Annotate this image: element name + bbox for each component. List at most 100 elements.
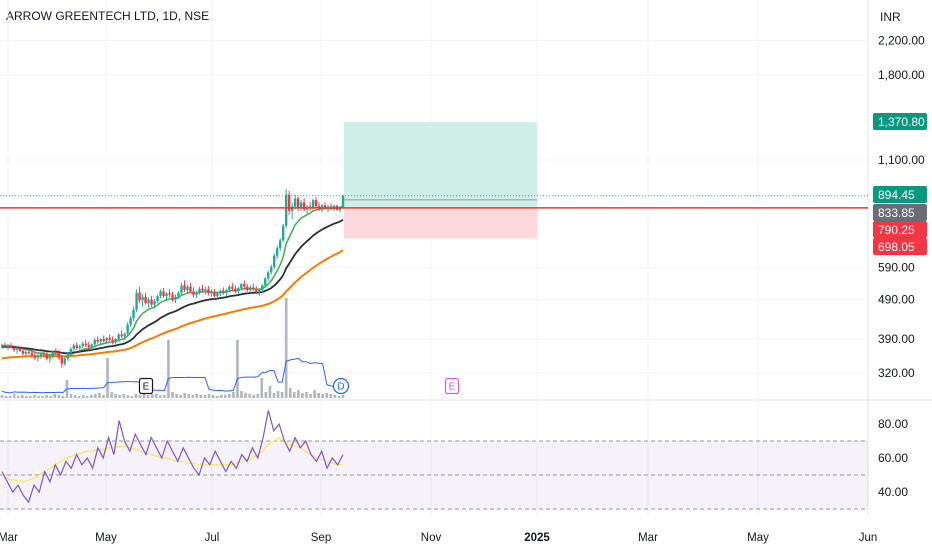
- candle-body: [147, 299, 150, 304]
- currency-label[interactable]: INR: [880, 10, 901, 24]
- candle-body: [198, 288, 201, 293]
- candle-body: [135, 292, 138, 310]
- candle-body: [111, 339, 114, 342]
- candle-body: [213, 292, 216, 297]
- candle-body: [189, 286, 192, 292]
- candle-body: [341, 195, 345, 208]
- candle-body: [314, 200, 318, 207]
- volume-bar: [106, 358, 109, 398]
- candle-body: [12, 348, 16, 350]
- price-tag-label: 833.85: [878, 206, 915, 220]
- candle-body: [21, 350, 25, 354]
- volume-bar: [325, 393, 329, 398]
- volume-bar: [134, 394, 138, 398]
- volume-bar: [130, 396, 134, 398]
- volume-bar: [0, 395, 4, 398]
- candle-body: [302, 202, 306, 210]
- volume-bar: [223, 395, 227, 398]
- candle-body: [204, 289, 207, 291]
- volume-bar: [126, 395, 130, 398]
- candle-body: [264, 278, 267, 286]
- price-axis[interactable]: 2,200.00 1,800.00 1,100.00 590.00 490.00 390.…: [873, 33, 927, 499]
- candle-body: [99, 339, 102, 342]
- candle-body: [177, 292, 180, 297]
- price-tag-label: 1,370.80: [878, 115, 925, 129]
- volume-bar: [167, 340, 170, 398]
- volume-bar: [110, 392, 113, 398]
- rsi-tick-label: 40.00: [878, 485, 908, 499]
- candle-body: [174, 296, 177, 300]
- volume-bar: [20, 395, 24, 398]
- candle-body: [270, 266, 273, 273]
- candle-body: [267, 272, 270, 279]
- candle-body: [114, 339, 117, 342]
- candle-body: [222, 290, 225, 293]
- candle-body: [156, 296, 159, 302]
- candle-body: [207, 289, 210, 294]
- candle-body: [141, 296, 144, 301]
- chart-title: ARROW GREENTECH LTD, 1D, NSE: [6, 9, 210, 23]
- volume-bar: [256, 394, 260, 398]
- rsi-tick-label: 60.00: [878, 451, 908, 465]
- price-lines: [0, 195, 868, 209]
- candle-body: [210, 292, 213, 294]
- candle-body: [192, 291, 195, 295]
- candle-body: [252, 287, 255, 290]
- event-marker-label: E: [449, 382, 456, 393]
- candle-body: [81, 343, 84, 347]
- candle-body: [51, 351, 55, 357]
- price-tick-label: 1,800.00: [878, 68, 925, 82]
- candle-body: [69, 349, 72, 353]
- volume-bar: [85, 396, 89, 398]
- candle-body: [120, 334, 123, 337]
- volume-bar: [45, 395, 48, 398]
- volume-bar: [264, 392, 268, 398]
- candle-body: [63, 358, 67, 364]
- candle-body: [258, 290, 261, 293]
- volume-bar: [215, 396, 219, 398]
- candle-body: [296, 198, 300, 209]
- candle-body: [75, 345, 78, 349]
- candle-body: [105, 338, 108, 341]
- volume-bar: [41, 396, 44, 398]
- volume-bar: [33, 395, 36, 398]
- volume-bar: [195, 394, 199, 398]
- volume-bar: [73, 395, 77, 398]
- volume-bar: [236, 340, 239, 398]
- volume-bar: [187, 394, 191, 398]
- volume-bar: [199, 395, 203, 398]
- time-axis[interactable]: Mar May Jul Sep Nov 2025 Mar May Jun: [0, 532, 877, 544]
- volume-bar: [288, 388, 292, 398]
- candle-body: [171, 294, 174, 300]
- price-tag-label: 698.05: [878, 240, 915, 254]
- price-tag-label: 790.25: [878, 223, 915, 237]
- volume-bar: [94, 394, 97, 398]
- volume-bar: [90, 395, 93, 398]
- candle-body: [234, 288, 237, 292]
- candle-body: [150, 299, 153, 305]
- volume-ma-line: [1, 357, 344, 394]
- volume-bar: [77, 396, 81, 398]
- volume-bar: [12, 394, 16, 398]
- candle-body: [126, 324, 129, 334]
- candle-body: [338, 207, 342, 210]
- volume-bar: [8, 396, 12, 398]
- volume-bar: [29, 396, 32, 398]
- candle-body: [6, 345, 10, 348]
- volume-bar: [114, 394, 117, 398]
- volume-bar: [154, 394, 158, 398]
- candle-body: [132, 309, 135, 319]
- price-tag: [873, 238, 927, 255]
- candle-body: [33, 355, 37, 358]
- volume-bar: [207, 394, 211, 398]
- candle-body: [9, 345, 13, 349]
- candle-body: [290, 206, 294, 211]
- volume-bar: [16, 396, 20, 398]
- candle-body: [225, 290, 228, 293]
- rsi-line: [1, 410, 344, 504]
- volume-bar: [268, 386, 272, 398]
- rsi-tick-label: 80.00: [878, 417, 908, 431]
- candle-body: [0, 345, 4, 347]
